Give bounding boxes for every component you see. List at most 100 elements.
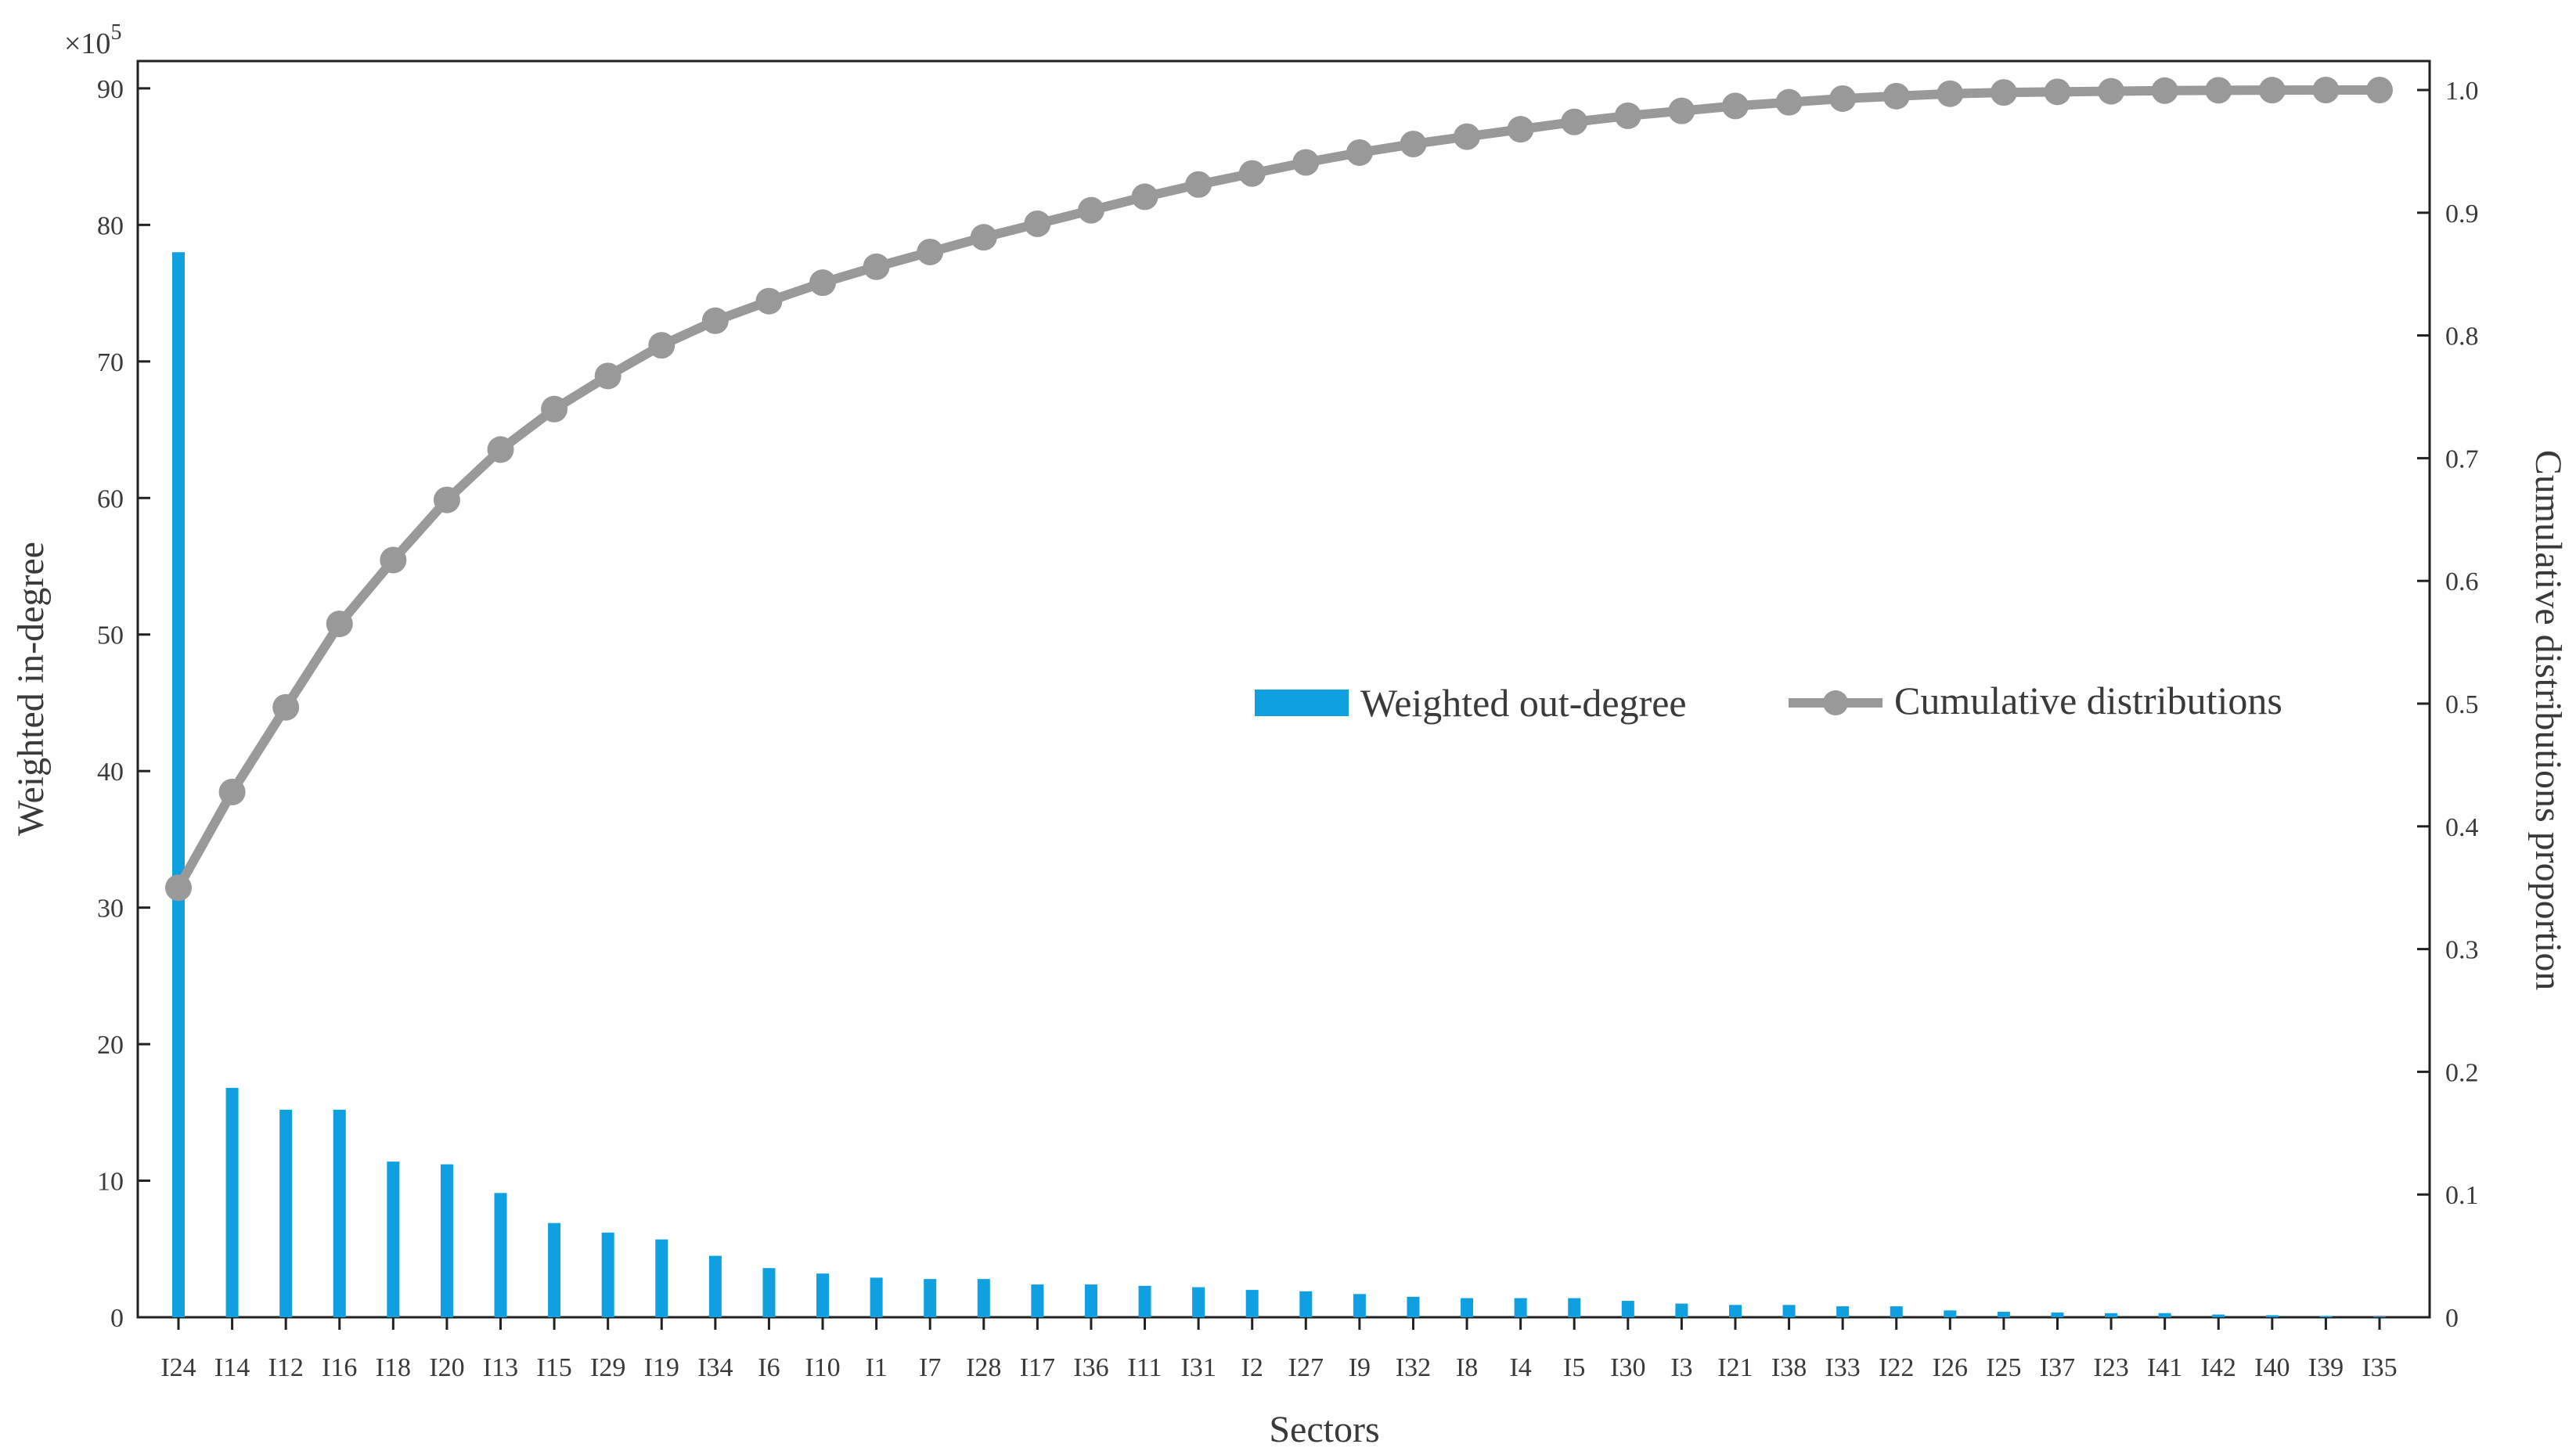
- x-tick-label: I42: [2201, 1353, 2236, 1382]
- x-tick-label: I32: [1396, 1353, 1431, 1382]
- cumulative-point: [1400, 130, 1427, 157]
- x-tick-label: I4: [1509, 1353, 1531, 1382]
- y-tick-label: 60: [97, 484, 124, 513]
- bar: [601, 1232, 614, 1317]
- x-tick-label: I11: [1128, 1353, 1162, 1382]
- bar: [440, 1164, 453, 1317]
- y2-tick-label: 0.2: [2445, 1058, 2479, 1087]
- cumulative-point: [1346, 139, 1373, 166]
- bar: [1192, 1287, 1205, 1317]
- x-tick-label: I8: [1456, 1353, 1478, 1382]
- bar: [655, 1239, 668, 1317]
- x-tick-label: I24: [160, 1353, 196, 1382]
- y-tick-label: 30: [97, 895, 124, 924]
- cumulative-point: [1454, 123, 1481, 150]
- cumulative-point: [1937, 80, 1964, 107]
- cumulative-point: [2098, 77, 2125, 105]
- bar: [548, 1223, 561, 1317]
- x-tick-label: I41: [2147, 1353, 2182, 1382]
- x-tick-label: I10: [805, 1353, 840, 1382]
- cumulative-point: [594, 362, 621, 390]
- x-tick-label: I28: [966, 1353, 1001, 1382]
- cumulative-point: [380, 546, 407, 574]
- y2-tick-label: 0.9: [2445, 200, 2479, 229]
- bar: [2158, 1313, 2171, 1317]
- cumulative-point: [1829, 85, 1857, 112]
- cumulative-point: [2151, 77, 2178, 104]
- bar: [333, 1109, 346, 1317]
- x-tick-label: I35: [2362, 1353, 2397, 1382]
- y2-tick-label: 0.8: [2445, 322, 2479, 351]
- bar: [225, 1087, 239, 1317]
- bar: [2373, 1316, 2386, 1317]
- y-tick-label: 90: [97, 75, 124, 104]
- bar: [816, 1273, 830, 1317]
- x-tick-label: I34: [697, 1353, 733, 1382]
- bar: [870, 1277, 883, 1317]
- line-layer: [165, 77, 2393, 902]
- cumulative-point: [487, 436, 514, 463]
- x-tick-label: I36: [1073, 1353, 1108, 1382]
- x-tick-label: I7: [919, 1353, 941, 1382]
- x-tick-label: I25: [1986, 1353, 2021, 1382]
- cumulative-point: [701, 307, 729, 334]
- x-tick-label: I6: [758, 1353, 780, 1382]
- cumulative-point: [2366, 77, 2393, 103]
- cumulative-point: [165, 874, 192, 902]
- bar: [1031, 1284, 1044, 1317]
- y2-tick-label: 0.7: [2445, 445, 2479, 474]
- bar: [2051, 1312, 2064, 1317]
- bar: [2105, 1313, 2118, 1317]
- cumulative-point: [1990, 79, 2017, 106]
- bar: [494, 1193, 507, 1317]
- x-tick-label: I2: [1241, 1353, 1263, 1382]
- x-tick-label: I33: [1825, 1353, 1860, 1382]
- x-tick-label: I37: [2040, 1353, 2075, 1382]
- x-tick-label: I17: [1020, 1353, 1055, 1382]
- bar: [2265, 1315, 2279, 1317]
- y-multiplier: ×105: [64, 20, 121, 60]
- bar: [1782, 1305, 1796, 1317]
- cumulative-point: [1292, 149, 1320, 176]
- cumulative-point: [970, 224, 997, 251]
- x-tick-label: I31: [1180, 1353, 1216, 1382]
- bar: [1675, 1303, 1688, 1317]
- bar: [1514, 1298, 1527, 1317]
- bar: [2212, 1314, 2225, 1317]
- y2-axis-title: Cumulative distributions proportion: [2527, 450, 2569, 991]
- x-tick-label: I20: [429, 1353, 464, 1382]
- x-tick-label: I21: [1717, 1353, 1753, 1382]
- bar: [1461, 1298, 1474, 1317]
- bar: [1299, 1291, 1313, 1317]
- x-tick-label: I18: [376, 1353, 411, 1382]
- cumulative-point: [1882, 82, 1910, 110]
- legend-line-label: Cumulative distributions: [1894, 679, 2282, 722]
- x-tick-label: I39: [2308, 1353, 2344, 1382]
- y2-tick-label: 0.1: [2445, 1181, 2479, 1210]
- bar: [1245, 1290, 1259, 1317]
- y2-tick-label: 0: [2445, 1304, 2459, 1333]
- cumulative-point: [2258, 77, 2286, 104]
- bar: [762, 1268, 776, 1317]
- bar: [1084, 1284, 1097, 1317]
- y-tick-label: 40: [97, 758, 124, 787]
- bar: [1353, 1294, 1366, 1317]
- legend-bar-swatch: [1255, 690, 1349, 716]
- x-tick-label: I30: [1610, 1353, 1645, 1382]
- y-tick-label: 20: [97, 1031, 124, 1060]
- bar: [1997, 1312, 2010, 1317]
- cumulative-point: [433, 486, 460, 513]
- x-tick-label: I22: [1879, 1353, 1914, 1382]
- bar: [1890, 1306, 1903, 1317]
- x-tick-label: I38: [1771, 1353, 1807, 1382]
- y2-tick-label: 0.3: [2445, 936, 2479, 965]
- y-tick-label: 0: [110, 1304, 124, 1333]
- cumulative-line: [174, 85, 2380, 891]
- x-tick-label: I14: [214, 1353, 250, 1382]
- cumulative-point: [1024, 210, 1051, 237]
- y-multiplier-exponent: 5: [110, 20, 121, 45]
- x-tick-label: I40: [2254, 1353, 2290, 1382]
- x-tick-label: I12: [268, 1353, 304, 1382]
- x-tick-label: I15: [536, 1353, 571, 1382]
- cumulative-point: [326, 610, 353, 638]
